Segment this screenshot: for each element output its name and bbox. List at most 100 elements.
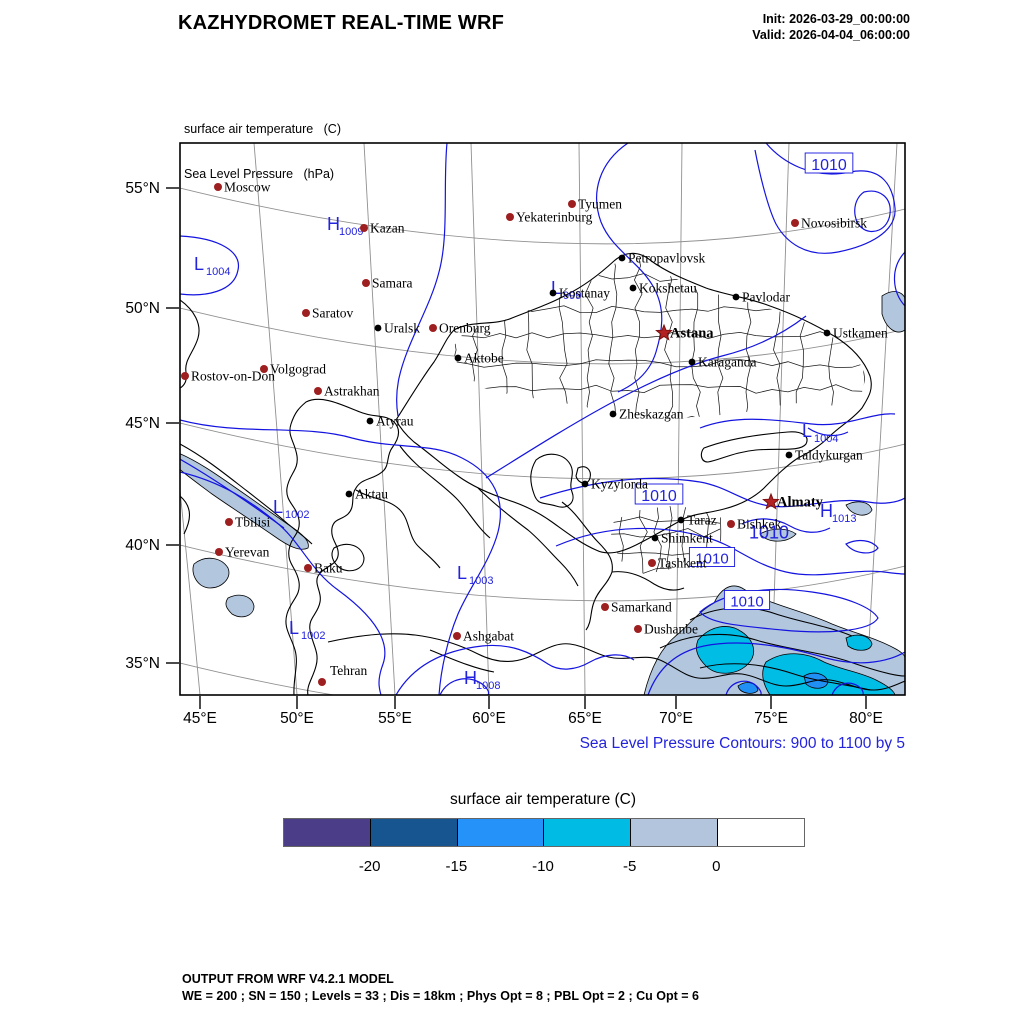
city-dot-marker (366, 417, 374, 425)
city-label: Volgograd (270, 362, 326, 377)
city-uralsk: Uralsk (374, 321, 420, 336)
isobar (845, 539, 879, 554)
city-label: Tashkent (658, 556, 707, 571)
city-dot-marker (732, 293, 740, 301)
border-path (285, 398, 400, 695)
city-dot-marker (260, 365, 268, 373)
lat-tick-label: 50°N (125, 300, 160, 317)
isobar (180, 235, 240, 296)
colorbar-segment (370, 819, 458, 846)
border-path (395, 252, 872, 554)
city-tyumen: Tyumen (568, 197, 622, 212)
meridian-line (253, 143, 298, 695)
border-path (575, 466, 591, 484)
pressure-center-value: 1013 (832, 513, 856, 525)
lon-tick-label: 65°E (568, 710, 602, 727)
temp-shade-patch (881, 291, 905, 333)
contour-label: 1010 (811, 157, 847, 174)
city-label: Samarkand (611, 600, 672, 615)
district-line (608, 256, 618, 418)
lat-tick-label: 45°N (125, 415, 160, 432)
temp-shade-patch (225, 594, 255, 618)
pressure-center-letter: L (457, 563, 467, 583)
field-label-temperature: surface air temperature (C) (184, 122, 341, 136)
city-kazan: Kazan (360, 221, 405, 236)
temp-shade-patch (737, 682, 759, 694)
isobar (395, 644, 635, 695)
init-time: Init: 2026-03-29_00:00:00 (762, 12, 910, 26)
city-dot-marker (506, 213, 514, 221)
isobar (854, 190, 891, 233)
city-ustkamen: Ustkamen (823, 326, 888, 341)
border-path (180, 495, 191, 535)
border-path (180, 299, 200, 389)
coastlines-borders (180, 252, 905, 695)
city-atyrau: Atyrau (366, 414, 414, 429)
city-dot-marker (429, 324, 437, 332)
footer-config: WE = 200 ; SN = 150 ; Levels = 33 ; Dis … (182, 988, 699, 1003)
pressure-center-value: 1002 (285, 509, 309, 521)
colorbar-segment (631, 819, 719, 846)
border-path (429, 649, 495, 673)
meridian-line (675, 143, 683, 695)
city-dushanbe: Dushanbe (634, 622, 698, 637)
border-path (355, 489, 441, 569)
footer-model: OUTPUT FROM WRF V4.2.1 MODEL (182, 972, 394, 986)
city-dot-marker (727, 520, 735, 528)
map-frame (179, 142, 906, 696)
lon-tick-label: 80°E (849, 710, 883, 727)
pressure-center-letter: H (327, 214, 340, 234)
city-novosibirsk: Novosibirsk (791, 216, 867, 231)
city-dot-marker (823, 329, 831, 337)
district-line (744, 256, 752, 418)
city-label: Astana (670, 326, 714, 342)
city-taraz: Taraz (677, 513, 717, 528)
city-label: Aktobe (464, 351, 504, 366)
colorbar (283, 818, 805, 847)
city-dot-marker (609, 410, 617, 418)
isobar (725, 680, 762, 695)
isobar (596, 143, 663, 393)
border-path (611, 571, 685, 591)
city-label: Astrakhan (324, 384, 380, 399)
meridian-line (578, 143, 586, 695)
pressure-center-letter: L (289, 618, 299, 638)
city-label: Kokshetau (639, 281, 697, 296)
border-path (331, 543, 365, 572)
contour-labels: 1010 1010 1010 1010 1010 (634, 152, 854, 610)
city-shimkent: Shimkent (651, 531, 713, 546)
city-label: Taraz (687, 513, 717, 528)
city-label: Orenburg (439, 321, 491, 336)
slp-contour-caption: Sea Level Pressure Contours: 900 to 1100… (579, 735, 905, 752)
city-label: Dushanbe (644, 622, 698, 637)
meridian-line (180, 485, 201, 695)
city-moscow: Moscow (214, 180, 271, 195)
pressure-center-value: 1002 (301, 630, 325, 642)
pressure-center-value: 1003 (469, 575, 493, 587)
fergana-districts (610, 506, 722, 574)
isobar (807, 427, 849, 437)
city-dot-marker (181, 372, 189, 380)
isobar (539, 477, 905, 508)
city-label: Tehran (330, 663, 368, 678)
city-dot-marker (318, 678, 326, 686)
parallel-line (180, 422, 905, 480)
city-petropavlovsk: Petropavlovsk (618, 251, 705, 266)
city-label: Novosibirsk (801, 216, 867, 231)
city-dot-marker (345, 490, 353, 498)
footer: OUTPUT FROM WRF V4.2.1 MODEL WE = 200 ; … (182, 971, 699, 1004)
isobar (180, 458, 285, 529)
city-label: Saratov (312, 306, 353, 321)
colorbar-tick-label: -15 (445, 858, 468, 875)
border-path (700, 431, 808, 463)
city-label: Petropavlovsk (628, 251, 705, 266)
temp-shade-patch (845, 634, 873, 651)
district-line (795, 256, 805, 418)
contour-label: 1010 (730, 593, 763, 610)
isobar (647, 642, 905, 695)
colorbar-tick-label: -20 (358, 858, 381, 875)
lon-tick-label: 60°E (472, 710, 506, 727)
city-dot-marker (651, 534, 659, 542)
city-dot-marker (648, 559, 656, 567)
